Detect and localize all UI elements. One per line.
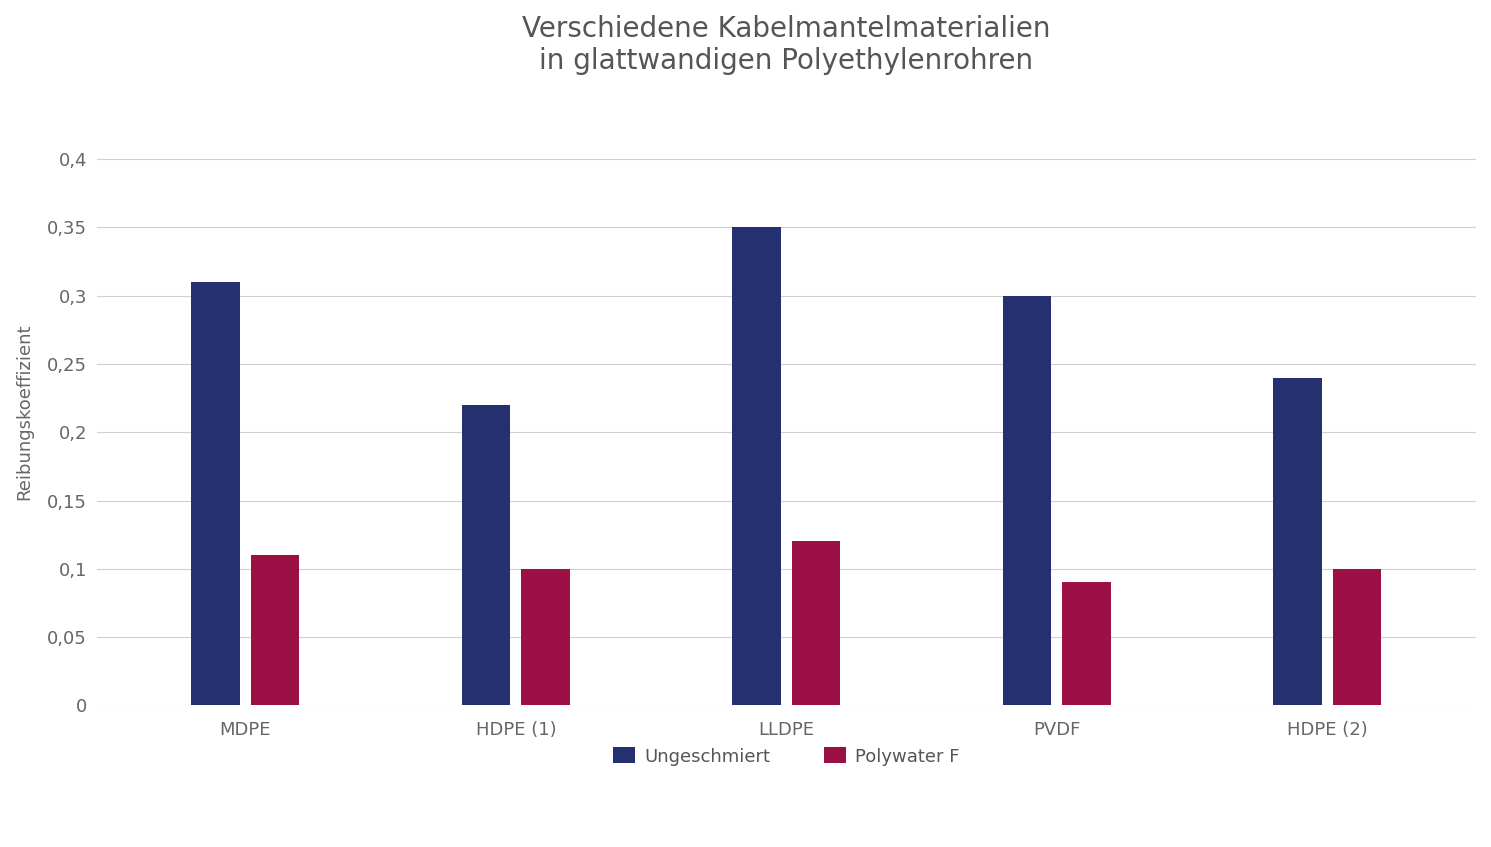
Bar [191, 282, 240, 706]
Bar [462, 405, 510, 706]
Bar [250, 555, 300, 706]
Bar [1062, 583, 1111, 706]
Bar [1273, 378, 1323, 706]
Legend: Ungeschmiert, Polywater F: Ungeschmiert, Polywater F [605, 740, 966, 772]
Bar [1333, 569, 1381, 706]
Bar [522, 569, 570, 706]
Bar [732, 227, 781, 706]
Y-axis label: Reibungskoeffizient: Reibungskoeffizient [15, 324, 33, 500]
Bar [1002, 296, 1051, 706]
Title: Verschiedene Kabelmantelmaterialien
in glattwandigen Polyethylenrohren: Verschiedene Kabelmantelmaterialien in g… [522, 15, 1051, 75]
Bar [792, 541, 841, 706]
